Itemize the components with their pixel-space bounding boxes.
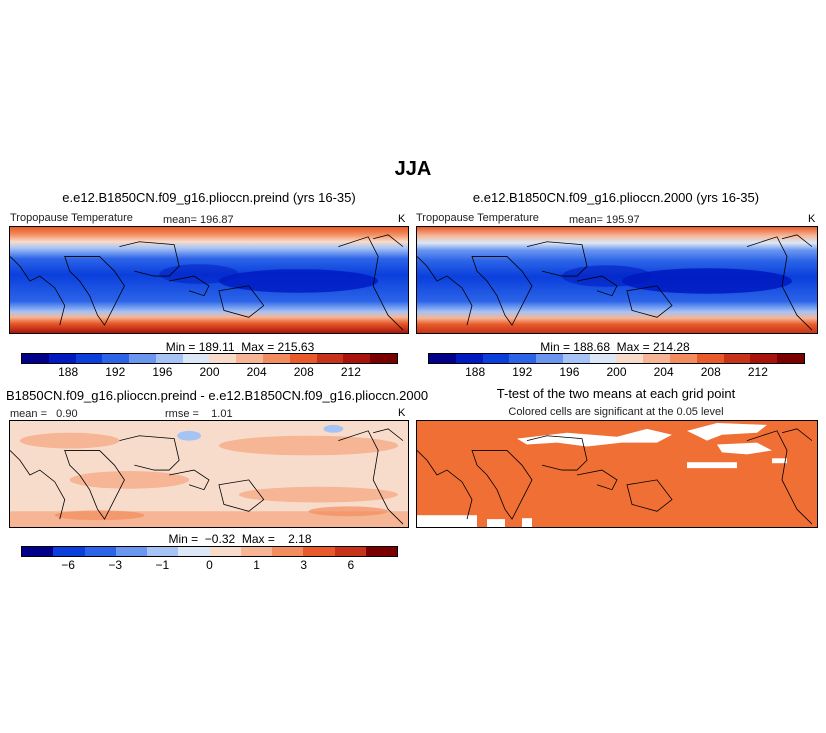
colorbar-tick: 212 bbox=[340, 365, 361, 379]
colorbar-cell bbox=[316, 354, 344, 363]
colorbar-cell bbox=[365, 547, 397, 556]
panel2-title: e.e12.B1850CN.f09_g16.plioccn.2000 (yrs … bbox=[472, 190, 760, 205]
panel1-map bbox=[9, 226, 409, 334]
colorbar-tick: 196 bbox=[152, 365, 173, 379]
colorbar-tick: 188 bbox=[465, 365, 486, 379]
panel1-mean: mean= 196.87 bbox=[163, 214, 234, 226]
panel3-rmse: rmse = 1.01 bbox=[165, 408, 233, 420]
colorbar-cell bbox=[334, 547, 366, 556]
colorbar-tick: 204 bbox=[246, 365, 267, 379]
colorbar-cell bbox=[777, 354, 804, 363]
colorbar-cell bbox=[370, 354, 397, 363]
colorbar-cell bbox=[696, 354, 724, 363]
panel1-variable: Tropopause Temperature bbox=[10, 212, 133, 224]
panel3-stats: Min = −0.32 Max = 2.18 bbox=[168, 532, 312, 546]
colorbar-cell bbox=[643, 354, 671, 363]
colorbar-cell bbox=[240, 547, 272, 556]
panel2-map bbox=[416, 226, 818, 334]
colorbar-cell bbox=[343, 354, 371, 363]
panel3-unit: K bbox=[398, 407, 406, 419]
colorbar-tick: 212 bbox=[747, 365, 768, 379]
colorbar-cell bbox=[455, 354, 483, 363]
panel3-map bbox=[9, 420, 409, 528]
colorbar-tick: 3 bbox=[300, 558, 308, 572]
colorbar-cell bbox=[182, 354, 210, 363]
panel2-ticks: 188 192 196 200 204 208 212 bbox=[428, 365, 805, 381]
colorbar-cell bbox=[22, 547, 54, 556]
colorbar-cell bbox=[48, 354, 76, 363]
panel2-variable: Tropopause Temperature bbox=[416, 212, 539, 224]
colorbar-tick: 0 bbox=[206, 558, 213, 572]
colorbar-cell bbox=[429, 354, 456, 363]
panel4-subtitle: Colored cells are significant at the 0.0… bbox=[508, 406, 724, 418]
colorbar-cell bbox=[616, 354, 644, 363]
colorbar-cell bbox=[263, 354, 290, 363]
panel1-field bbox=[10, 227, 408, 333]
colorbar-cell bbox=[102, 354, 130, 363]
panel1-unit: K bbox=[398, 213, 406, 225]
colorbar-cell bbox=[209, 547, 241, 556]
panel3-mean: mean = 0.90 bbox=[10, 408, 78, 420]
colorbar-cell bbox=[155, 354, 183, 363]
colorbar-cell bbox=[289, 354, 317, 363]
colorbar-tick: −3 bbox=[108, 558, 123, 572]
panel1-title: e.e12.B1850CN.f09_g16.plioccn.preind (yr… bbox=[62, 190, 356, 205]
colorbar-cell bbox=[482, 354, 510, 363]
panel4-field bbox=[417, 421, 817, 527]
colorbar-tick: 192 bbox=[512, 365, 533, 379]
colorbar-tick: −6 bbox=[61, 558, 75, 572]
colorbar-tick: 208 bbox=[700, 365, 721, 379]
panel1-colorbar bbox=[21, 353, 398, 364]
colorbar-tick: 208 bbox=[293, 365, 314, 379]
colorbar-tick: 196 bbox=[559, 365, 580, 379]
colorbar-cell bbox=[670, 354, 697, 363]
panel3-ticks: −6 −3 −1 0 1 3 6 bbox=[21, 558, 398, 574]
colorbar-cell bbox=[750, 354, 778, 363]
colorbar-tick: 192 bbox=[105, 365, 126, 379]
colorbar-cell bbox=[22, 354, 49, 363]
colorbar-tick: −1 bbox=[155, 558, 170, 572]
colorbar-tick: 188 bbox=[58, 365, 79, 379]
colorbar-tick: 200 bbox=[199, 365, 220, 379]
colorbar-cell bbox=[236, 354, 264, 363]
panel4-title: T-test of the two means at each grid poi… bbox=[496, 386, 736, 401]
colorbar-tick: 1 bbox=[253, 558, 260, 572]
colorbar-cell bbox=[75, 354, 103, 363]
colorbar-cell bbox=[84, 547, 116, 556]
colorbar-cell bbox=[115, 547, 147, 556]
colorbar-cell bbox=[536, 354, 563, 363]
panel3-title: B1850CN.f09_g16.plioccn.preind - e.e12.B… bbox=[6, 388, 429, 403]
colorbar-tick: 6 bbox=[347, 558, 355, 572]
colorbar-tick: 200 bbox=[606, 365, 627, 379]
colorbar-cell bbox=[303, 547, 335, 556]
colorbar-cell bbox=[509, 354, 537, 363]
non-significant-area bbox=[417, 422, 787, 527]
colorbar-cell bbox=[53, 547, 85, 556]
panel2-colorbar bbox=[428, 353, 805, 364]
colorbar-tick: 204 bbox=[653, 365, 674, 379]
colorbar-cell bbox=[147, 547, 179, 556]
panel4-map bbox=[416, 420, 818, 528]
colorbar-cell bbox=[562, 354, 590, 363]
colorbar-cell bbox=[272, 547, 304, 556]
panel2-unit: K bbox=[808, 213, 816, 225]
panel1-ticks: 188 192 196 200 204 208 212 bbox=[21, 365, 398, 381]
panel3-field bbox=[10, 421, 408, 527]
colorbar-cell bbox=[723, 354, 751, 363]
page-title: JJA bbox=[394, 158, 432, 180]
panel2-field bbox=[417, 227, 817, 333]
colorbar-cell bbox=[589, 354, 617, 363]
panel1-stats: Min = 189.11 Max = 215.63 bbox=[165, 340, 315, 354]
panel2-mean: mean= 195.97 bbox=[569, 214, 640, 226]
colorbar-cell bbox=[178, 547, 210, 556]
panel2-stats: Min = 188.68 Max = 214.28 bbox=[540, 340, 690, 354]
colorbar-cell bbox=[129, 354, 156, 363]
colorbar-cell bbox=[209, 354, 237, 363]
panel3-colorbar bbox=[21, 546, 398, 557]
